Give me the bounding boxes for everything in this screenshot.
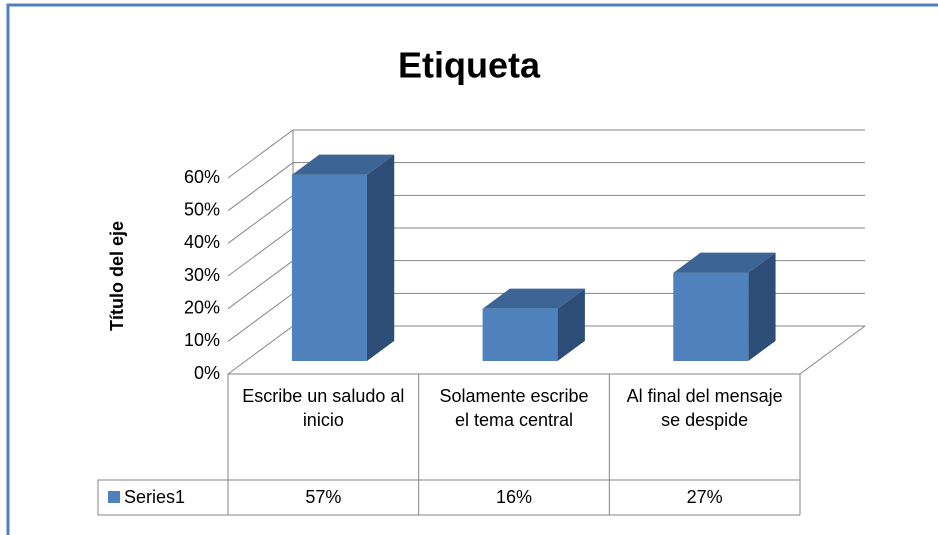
bar-front bbox=[673, 272, 749, 362]
data-table-value: 27% bbox=[687, 487, 723, 507]
bar-side bbox=[557, 288, 585, 362]
y-tick-label: 30% bbox=[184, 265, 220, 285]
data-table-value: 16% bbox=[496, 487, 532, 507]
bar-top bbox=[291, 154, 395, 175]
y-axis-title: Título del eje bbox=[107, 221, 127, 331]
legend-key bbox=[108, 491, 120, 503]
bar-front bbox=[482, 308, 558, 362]
bar-side bbox=[366, 154, 395, 362]
grid-line bbox=[227, 129, 865, 179]
x-tick-label: Al final del mensaje se despide bbox=[626, 386, 783, 430]
bar bbox=[291, 154, 395, 362]
bar-top bbox=[673, 252, 776, 273]
x-tick-label: Solamente escribe el tema central bbox=[439, 386, 589, 430]
legend-label: Series1 bbox=[124, 487, 185, 507]
chart-border bbox=[6, 3, 938, 535]
bar bbox=[482, 288, 585, 362]
y-tick-label: 20% bbox=[184, 297, 220, 317]
bar-top bbox=[482, 288, 585, 309]
y-tick-label: 50% bbox=[184, 199, 220, 219]
y-tick-label: 10% bbox=[184, 330, 220, 350]
y-tick-label: 60% bbox=[184, 167, 220, 187]
bar-side bbox=[748, 252, 776, 362]
y-tick-label: 0% bbox=[194, 363, 220, 383]
grid-line bbox=[227, 162, 865, 212]
x-tick-label: Escribe un saludo al inicio bbox=[242, 386, 405, 430]
y-tick-label: 40% bbox=[184, 232, 220, 252]
bar-front bbox=[291, 174, 367, 362]
chart-title: Etiqueta bbox=[398, 45, 541, 86]
data-table-value: 57% bbox=[305, 487, 341, 507]
bar bbox=[673, 252, 776, 362]
